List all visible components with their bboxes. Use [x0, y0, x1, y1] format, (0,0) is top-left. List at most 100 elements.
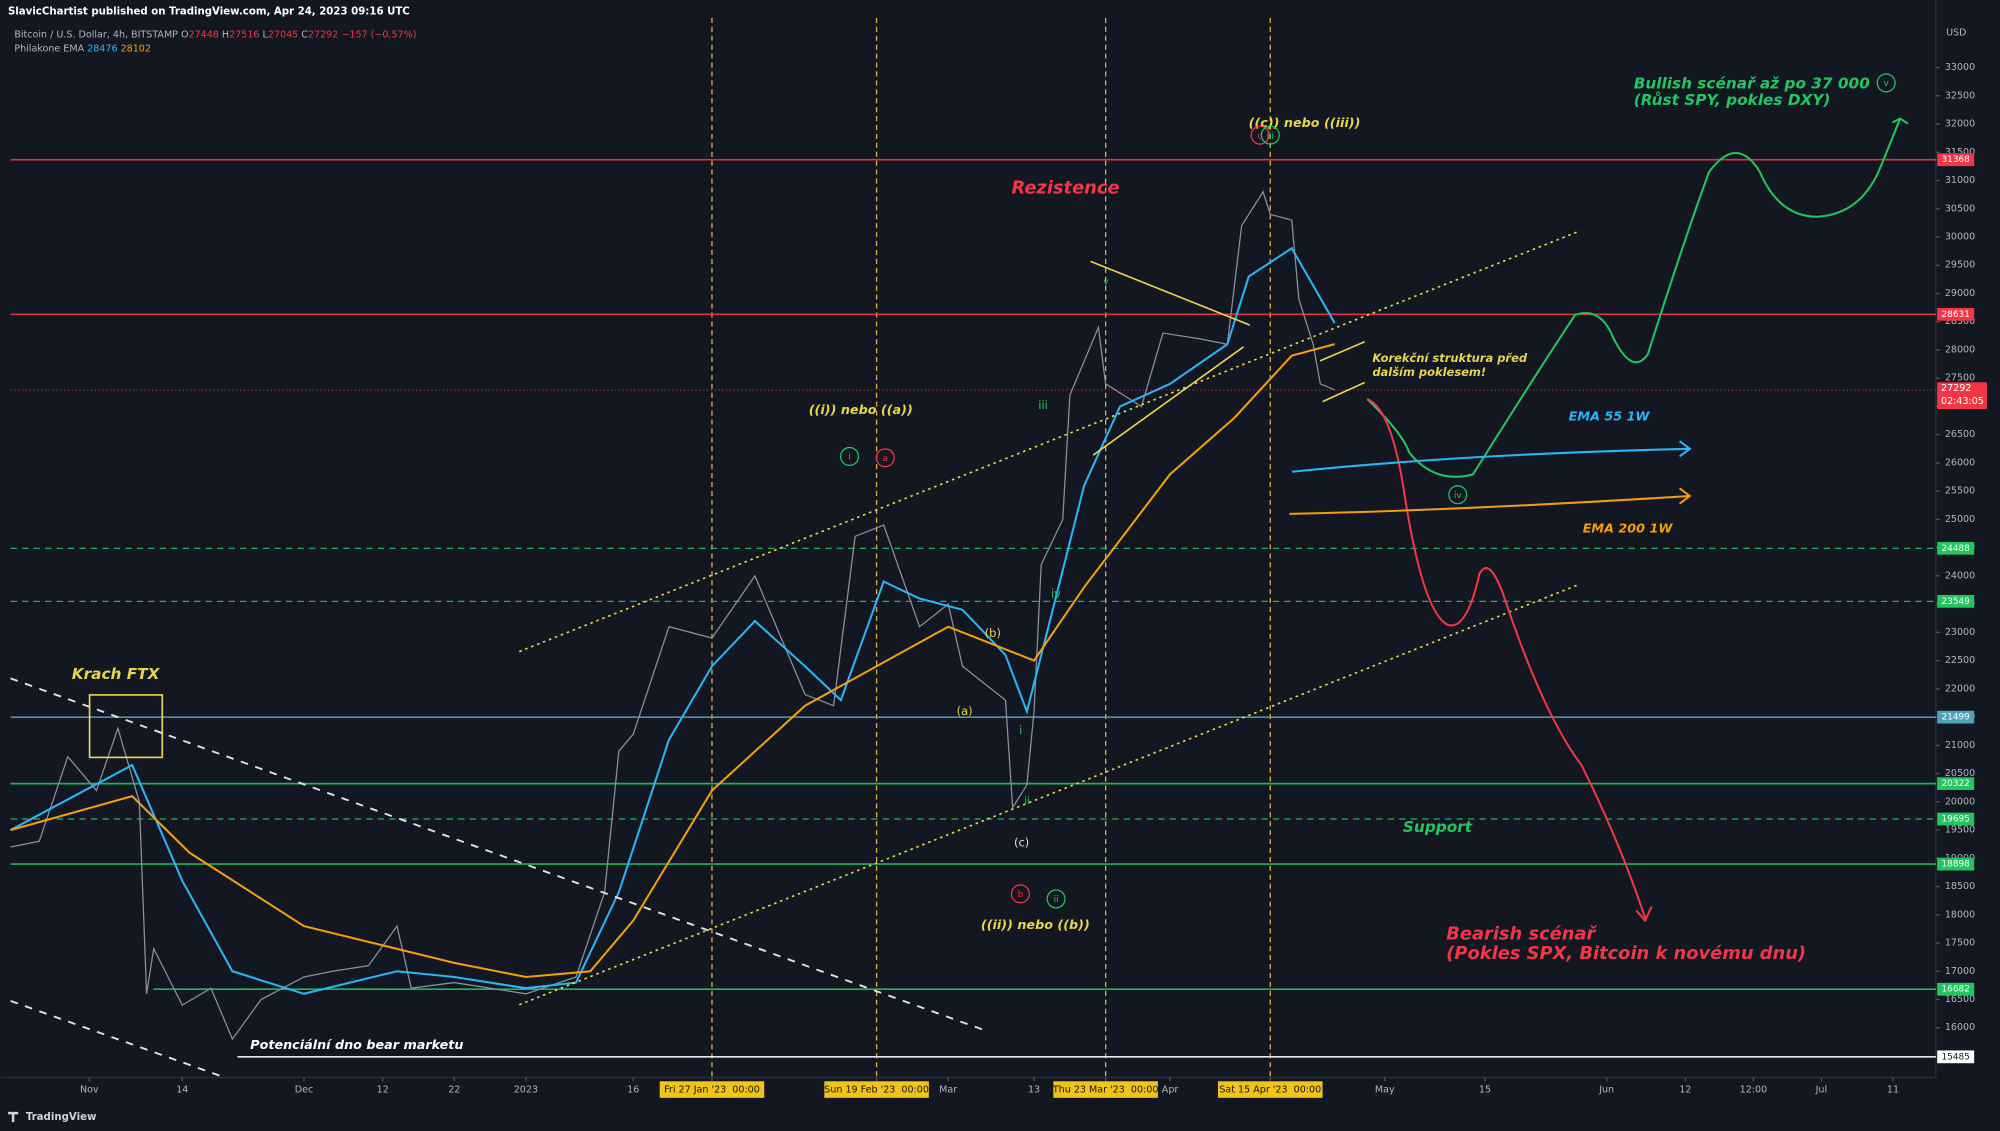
y-tick-label: 23000 — [1945, 627, 1975, 638]
triangle-line — [1092, 346, 1245, 456]
annotation: Support — [1403, 818, 1473, 836]
x-tick-label: Apr — [1162, 1085, 1179, 1096]
arrow-head — [1635, 906, 1653, 923]
level-label-bg — [1937, 982, 1975, 996]
x-tick-label: Jul — [1815, 1085, 1828, 1096]
arrow-head — [1679, 487, 1692, 505]
indicator-legend: Philakone EMA 28476 28102 — [14, 43, 151, 54]
symbol-legend: Bitcoin / U.S. Dollar, 4h, BITSTAMP O274… — [14, 29, 416, 40]
x-tick-highlight — [659, 1081, 765, 1098]
price-line — [10, 190, 1335, 1041]
channel-lower — [518, 583, 1581, 1006]
y-tick-label: 17500 — [1945, 938, 1975, 949]
x-tick-label: 14 — [176, 1085, 188, 1096]
price-axis — [1935, 0, 2000, 1131]
annotation: EMA 55 1W — [1569, 409, 1651, 424]
annotation: ((c)) nebo ((iii)) — [1249, 116, 1361, 131]
ema-value: 28102 — [121, 43, 151, 54]
x-tick-label: 12 — [1679, 1085, 1691, 1096]
level-label-bg — [1937, 1050, 1975, 1064]
y-tick-label: 22000 — [1945, 683, 1975, 694]
annotation: Potenciální dno bear marketu — [250, 1038, 463, 1053]
y-tick-label: 22500 — [1945, 655, 1975, 666]
wave-label: a — [883, 454, 888, 464]
y-tick-label: 16000 — [1945, 1022, 1975, 1033]
annotation: ((ii)) nebo ((b)) — [981, 918, 1090, 933]
ohlc-label: O — [181, 29, 189, 40]
x-tick-label: Thu 23 Mar '23 00:00 — [1052, 1085, 1159, 1096]
channel-upper — [518, 230, 1581, 653]
annotation: Bullish scénař až po 37 000 — [1634, 75, 1870, 93]
level-label-bg — [1937, 857, 1975, 871]
bearish-path — [1366, 398, 1647, 919]
brand-logo — [7, 1111, 19, 1123]
annotation: EMA 200 1W — [1583, 522, 1674, 537]
x-tick-label: Sat 15 Apr '23 00:00 — [1219, 1085, 1321, 1096]
wave-label: iii — [1267, 131, 1274, 141]
wave-label: c — [1258, 131, 1263, 141]
y-tick-label: 27500 — [1945, 373, 1975, 384]
y-tick-label: 31500 — [1945, 147, 1975, 158]
annotation: (Růst SPY, pokles DXY) — [1634, 91, 1831, 109]
ema-line — [10, 246, 1336, 995]
x-tick-label: 12:00 — [1740, 1085, 1768, 1096]
wave-label: iii — [1038, 398, 1048, 412]
y-tick-label: 28000 — [1945, 344, 1975, 355]
wave-label: ii — [1054, 895, 1059, 905]
level-label-bg — [1937, 541, 1975, 555]
x-tick-label: 2023 — [514, 1085, 538, 1096]
level-label-bg — [1937, 307, 1975, 321]
wave-label: (c) — [1014, 835, 1029, 849]
ohlc-value: 27045 — [268, 29, 298, 40]
arrow-head — [1892, 117, 1909, 125]
ohlc-value: 27516 — [229, 29, 259, 40]
level-label-bg — [1937, 777, 1975, 791]
downtrend-line — [10, 677, 986, 1032]
level-label-bg — [1937, 153, 1975, 167]
annotation: (Pokles SPX, Bitcoin k novému dnu) — [1446, 943, 1806, 964]
drawings — [10, 117, 1909, 1079]
wave-label: (a) — [957, 704, 973, 718]
ema55-1w-line — [1291, 447, 1690, 473]
level-label: 15485 — [1942, 1052, 1970, 1062]
level-label: 28631 — [1942, 310, 1970, 320]
y-tick-label: 18500 — [1945, 881, 1975, 892]
wave-label: i — [848, 453, 850, 463]
annotation: dalším poklesem! — [1372, 365, 1486, 379]
annotations: Bullish scénař až po 37 000 (Růst SPY, p… — [72, 75, 1870, 1053]
level-label-bg — [1937, 594, 1975, 608]
ohlc-label: H — [222, 29, 229, 40]
wave-label: i — [1019, 723, 1022, 737]
level-label-bg — [1937, 710, 1975, 724]
level-label: 24488 — [1942, 544, 1971, 554]
wave-circle — [875, 448, 895, 468]
x-tick-label: 22 — [448, 1085, 460, 1096]
wave-label: v — [1103, 277, 1108, 287]
x-tick-label: 13 — [1028, 1085, 1040, 1096]
ema-value: 28476 — [87, 43, 117, 54]
annotation: Rezistence — [1011, 178, 1119, 199]
y-tick-label: 30500 — [1945, 203, 1975, 214]
x-tick-highlight — [1217, 1081, 1323, 1098]
wave-circle — [1046, 889, 1066, 909]
bullish-path — [1366, 118, 1902, 478]
y-tick-label: 20000 — [1945, 796, 1975, 807]
annotation: Korekční struktura před — [1372, 351, 1528, 365]
x-tick-label: Fri 27 Jan '23 00:00 — [664, 1085, 760, 1096]
y-tick-label: 26000 — [1945, 457, 1975, 468]
wave-circle — [1260, 125, 1280, 145]
wave-label: b — [1018, 890, 1024, 900]
y-tick-label: 25000 — [1945, 514, 1975, 525]
y-tick-label: 16500 — [1945, 994, 1975, 1005]
indicator: Philakone EMA — [14, 43, 84, 54]
ohlc-value: 27292 — [308, 29, 338, 40]
y-tick-label: 17000 — [1945, 966, 1975, 977]
ohlc-label: L — [263, 29, 269, 40]
x-tick-label: 15 — [1479, 1085, 1491, 1096]
y-tick-label: 24000 — [1945, 570, 1975, 581]
arrow-head — [1679, 440, 1692, 458]
